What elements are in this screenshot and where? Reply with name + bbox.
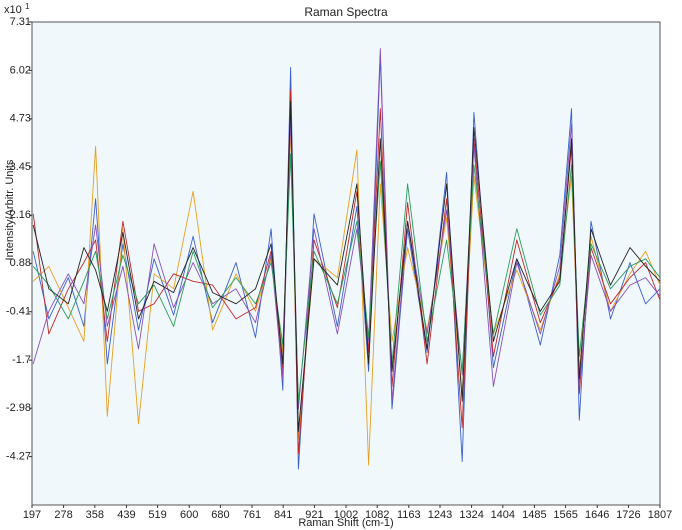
x-tick-label: 197 bbox=[23, 509, 41, 521]
x-tick-label: 1082 bbox=[365, 509, 389, 521]
x-tick-label: 1324 bbox=[459, 509, 483, 521]
y-tick-label: 2.16 bbox=[10, 209, 31, 221]
x-tick-label: 1404 bbox=[491, 509, 515, 521]
x-tick-label: 841 bbox=[274, 509, 292, 521]
x-tick-label: 761 bbox=[243, 509, 261, 521]
y-tick-label: -0.41 bbox=[6, 306, 31, 318]
x-tick-label: 1163 bbox=[397, 509, 421, 521]
plot-area bbox=[31, 21, 661, 506]
x-tick-label: 600 bbox=[180, 509, 198, 521]
x-tick-label: 439 bbox=[117, 509, 135, 521]
x-tick-label: 1243 bbox=[428, 509, 452, 521]
y-tick-label: -4.27 bbox=[6, 450, 31, 462]
x-tick-label: 1565 bbox=[553, 509, 577, 521]
y-tick-label: 4.73 bbox=[10, 113, 31, 125]
x-tick-label: 519 bbox=[148, 509, 166, 521]
x-tick-label: 358 bbox=[86, 509, 104, 521]
x-tick-label: 1646 bbox=[585, 509, 609, 521]
x-tick-label: 680 bbox=[211, 509, 229, 521]
y-tick-label: 6.02 bbox=[10, 64, 31, 76]
spectrum-line bbox=[32, 100, 661, 432]
x-tick-label: 1726 bbox=[616, 509, 640, 521]
y-multiplier-exponent: 1 bbox=[25, 2, 30, 11]
spectrum-line bbox=[32, 55, 661, 470]
y-axis-label: Intensity/Arbitr. Units bbox=[4, 159, 16, 260]
chart-title: Raman Spectra bbox=[304, 5, 388, 19]
x-tick-label: 1002 bbox=[334, 509, 358, 521]
x-axis-label: Raman Shift (cm-1) bbox=[298, 517, 393, 529]
x-tick-label: 921 bbox=[305, 509, 323, 521]
y-tick-label: 0.88 bbox=[10, 257, 31, 269]
spectrum-line bbox=[32, 48, 661, 410]
y-tick-label: 7.31 bbox=[10, 16, 31, 28]
y-tick-label: 3.45 bbox=[10, 161, 31, 173]
x-tick-label: 1807 bbox=[648, 509, 672, 521]
y-multiplier: x10 bbox=[4, 4, 22, 16]
x-tick-label: 1485 bbox=[522, 509, 546, 521]
y-tick-label: -2.98 bbox=[6, 402, 31, 414]
spectrum-line bbox=[32, 153, 661, 402]
y-tick-label: -1.7 bbox=[12, 354, 31, 366]
x-tick-label: 278 bbox=[54, 509, 72, 521]
